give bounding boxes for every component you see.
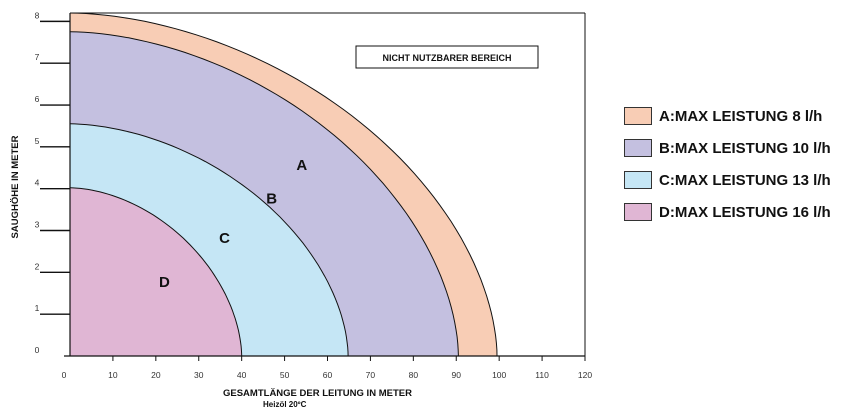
annotation-box: [355, 45, 539, 69]
x-tick-label: 0: [62, 370, 67, 380]
y-tick-label: 4: [35, 178, 40, 188]
x-axis-label: GESAMTLÄNGE DER LEITUNG IN METER: [223, 388, 412, 399]
boundary-curve-c: [69, 123, 349, 357]
legend-swatch-d: [624, 203, 652, 221]
x-tick-label: 50: [280, 370, 290, 380]
x-tick-label: 30: [194, 370, 204, 380]
x-tick-label: 70: [366, 370, 376, 380]
region-label-b: B: [266, 190, 277, 207]
not-usable-annotation: NICHT NUTZBARER BEREICH: [355, 45, 539, 69]
legend-label-d: D:MAX LEISTUNG 16 l/h: [659, 203, 831, 221]
y-axis-label: SAUGHÖHE IN METER: [10, 135, 21, 238]
region-label-a: A: [296, 157, 307, 174]
legend: A:MAX LEISTUNG 8 l/h B:MAX LEISTUNG 10 l…: [624, 106, 831, 234]
y-tick-label: 1: [35, 303, 40, 313]
x-tick-label: 100: [492, 370, 506, 380]
x-tick-label: 60: [323, 370, 333, 380]
x-tick-label: 40: [237, 370, 247, 380]
legend-label-b: B:MAX LEISTUNG 10 l/h: [659, 139, 831, 157]
y-tick-label: 0: [35, 345, 40, 355]
region-label-d: D: [159, 274, 170, 291]
y-tick-label: 2: [35, 261, 40, 271]
x-tick-label: 80: [409, 370, 419, 380]
x-tick-label: 120: [578, 370, 592, 380]
annotation-text: NICHT NUTZBARER BEREICH: [383, 53, 512, 63]
boundary-curve-b: [69, 31, 459, 357]
x-tick-label: 10: [108, 370, 118, 380]
boundary-curve-d: [69, 187, 243, 357]
legend-item-c: C:MAX LEISTUNG 13 l/h: [624, 170, 831, 190]
region-d: [70, 187, 242, 356]
x-tick-label: 90: [452, 370, 462, 380]
legend-item-b: B:MAX LEISTUNG 10 l/h: [624, 138, 831, 158]
y-tick-label: 5: [35, 136, 40, 146]
y-tick-label: 8: [35, 10, 40, 20]
x-tick-label: 110: [535, 370, 549, 380]
y-tick-label: 6: [35, 94, 40, 104]
legend-label-c: C:MAX LEISTUNG 13 l/h: [659, 171, 831, 189]
legend-item-a: A:MAX LEISTUNG 8 l/h: [624, 106, 831, 126]
y-tick-label: 3: [35, 220, 40, 230]
y-tick-label: 7: [35, 52, 40, 62]
x-axis-sublabel: Heizöl 20ºC: [263, 400, 307, 409]
legend-item-d: D:MAX LEISTUNG 16 l/h: [624, 202, 831, 222]
legend-swatch-b: [624, 139, 652, 157]
region-label-c: C: [219, 230, 230, 247]
legend-swatch-c: [624, 171, 652, 189]
x-tick-label: 20: [151, 370, 161, 380]
legend-swatch-a: [624, 107, 652, 125]
legend-label-a: A:MAX LEISTUNG 8 l/h: [659, 107, 823, 125]
boundary-curve-a: [69, 12, 498, 357]
